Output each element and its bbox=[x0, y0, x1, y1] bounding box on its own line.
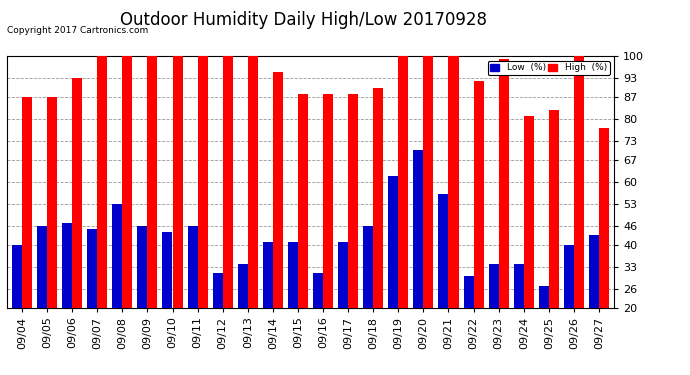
Bar bbox=[564, 245, 574, 308]
Bar bbox=[424, 56, 433, 308]
Bar bbox=[273, 72, 283, 308]
Bar bbox=[263, 242, 273, 308]
Bar bbox=[448, 56, 459, 308]
Bar bbox=[473, 81, 484, 308]
Bar bbox=[47, 97, 57, 308]
Bar bbox=[338, 242, 348, 308]
Bar bbox=[87, 229, 97, 308]
Bar bbox=[298, 94, 308, 308]
Bar bbox=[12, 245, 22, 308]
Bar bbox=[188, 226, 197, 308]
Bar bbox=[373, 88, 383, 308]
Bar bbox=[37, 226, 47, 308]
Bar bbox=[223, 56, 233, 308]
Bar bbox=[413, 150, 424, 308]
Bar bbox=[197, 56, 208, 308]
Bar bbox=[524, 116, 534, 308]
Bar bbox=[363, 226, 373, 308]
Bar bbox=[288, 242, 298, 308]
Bar bbox=[539, 285, 549, 308]
Bar bbox=[122, 56, 132, 308]
Text: Outdoor Humidity Daily High/Low 20170928: Outdoor Humidity Daily High/Low 20170928 bbox=[120, 11, 487, 29]
Bar bbox=[514, 264, 524, 308]
Bar bbox=[172, 56, 183, 308]
Text: Copyright 2017 Cartronics.com: Copyright 2017 Cartronics.com bbox=[7, 26, 148, 35]
Bar bbox=[499, 59, 509, 308]
Bar bbox=[323, 94, 333, 308]
Bar bbox=[97, 56, 107, 308]
Bar bbox=[574, 56, 584, 308]
Bar bbox=[213, 273, 223, 308]
Bar bbox=[489, 264, 499, 308]
Bar bbox=[388, 176, 398, 308]
Bar bbox=[72, 78, 82, 308]
Bar bbox=[464, 276, 473, 308]
Bar bbox=[248, 56, 258, 308]
Bar bbox=[62, 223, 72, 308]
Bar bbox=[599, 129, 609, 308]
Bar bbox=[348, 94, 358, 308]
Bar bbox=[438, 194, 449, 308]
Bar bbox=[238, 264, 248, 308]
Bar bbox=[162, 232, 172, 308]
Bar bbox=[112, 204, 122, 308]
Bar bbox=[549, 110, 559, 308]
Bar bbox=[137, 226, 148, 308]
Bar bbox=[313, 273, 323, 308]
Legend: Low  (%), High  (%): Low (%), High (%) bbox=[488, 61, 609, 75]
Bar bbox=[148, 56, 157, 308]
Bar bbox=[589, 235, 599, 308]
Bar bbox=[22, 97, 32, 308]
Bar bbox=[398, 56, 408, 308]
